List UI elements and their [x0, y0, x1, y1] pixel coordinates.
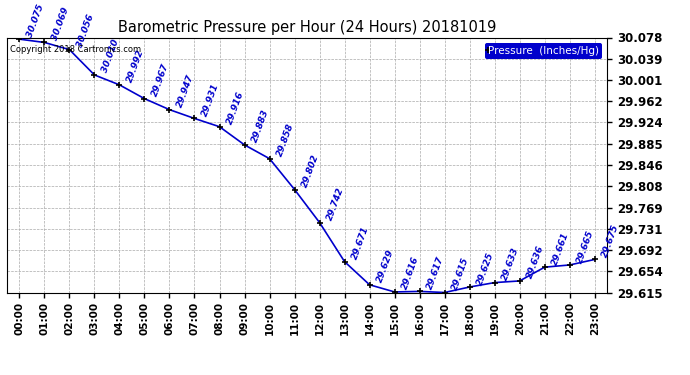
Text: 29.883: 29.883 [250, 108, 270, 144]
Pressure  (Inches/Hg) [415, 289, 424, 294]
Text: 30.010: 30.010 [100, 39, 120, 74]
Pressure  (Inches/Hg) [215, 124, 224, 129]
Text: 29.802: 29.802 [300, 153, 320, 189]
Text: 29.617: 29.617 [425, 255, 446, 291]
Text: 29.742: 29.742 [325, 186, 346, 222]
Pressure  (Inches/Hg) [366, 282, 374, 287]
Pressure  (Inches/Hg) [66, 47, 74, 52]
Pressure  (Inches/Hg) [591, 257, 599, 262]
Title: Barometric Pressure per Hour (24 Hours) 20181019: Barometric Pressure per Hour (24 Hours) … [118, 20, 496, 35]
Text: 30.075: 30.075 [25, 3, 46, 38]
Pressure  (Inches/Hg) [340, 260, 348, 264]
Pressure  (Inches/Hg) [515, 279, 524, 283]
Text: 29.665: 29.665 [575, 229, 595, 264]
Text: Copyright 2018 Cartronics.com: Copyright 2018 Cartronics.com [10, 45, 141, 54]
Text: 29.616: 29.616 [400, 255, 420, 291]
Text: 29.931: 29.931 [200, 82, 220, 118]
Pressure  (Inches/Hg) [466, 285, 474, 289]
Pressure  (Inches/Hg) [90, 73, 99, 77]
Pressure  (Inches/Hg) [391, 290, 399, 294]
Legend: Pressure  (Inches/Hg): Pressure (Inches/Hg) [485, 43, 602, 59]
Pressure  (Inches/Hg) [166, 107, 174, 112]
Text: 29.858: 29.858 [275, 122, 295, 158]
Text: 29.615: 29.615 [450, 256, 471, 292]
Text: 29.967: 29.967 [150, 62, 170, 98]
Text: 29.916: 29.916 [225, 90, 246, 126]
Text: 29.671: 29.671 [350, 225, 371, 261]
Pressure  (Inches/Hg) [140, 96, 148, 101]
Pressure  (Inches/Hg) [240, 142, 248, 147]
Text: 29.629: 29.629 [375, 248, 395, 284]
Pressure  (Inches/Hg) [315, 220, 324, 225]
Pressure  (Inches/Hg) [115, 82, 124, 87]
Pressure  (Inches/Hg) [40, 40, 48, 45]
Pressure  (Inches/Hg) [15, 37, 23, 41]
Pressure  (Inches/Hg) [440, 290, 449, 295]
Text: 29.633: 29.633 [500, 246, 520, 282]
Text: 29.947: 29.947 [175, 73, 195, 109]
Pressure  (Inches/Hg) [540, 265, 549, 269]
Text: 29.992: 29.992 [125, 48, 146, 84]
Text: 30.056: 30.056 [75, 13, 95, 49]
Text: 29.675: 29.675 [600, 223, 620, 259]
Pressure  (Inches/Hg) [566, 263, 574, 267]
Pressure  (Inches/Hg) [290, 187, 299, 192]
Text: 29.661: 29.661 [550, 231, 571, 266]
Pressure  (Inches/Hg) [190, 116, 199, 121]
Text: 29.625: 29.625 [475, 251, 495, 286]
Pressure  (Inches/Hg) [491, 280, 499, 285]
Pressure  (Inches/Hg) [266, 156, 274, 161]
Text: 29.636: 29.636 [525, 244, 546, 280]
Line: Pressure  (Inches/Hg): Pressure (Inches/Hg) [16, 36, 598, 296]
Text: 30.069: 30.069 [50, 6, 70, 42]
